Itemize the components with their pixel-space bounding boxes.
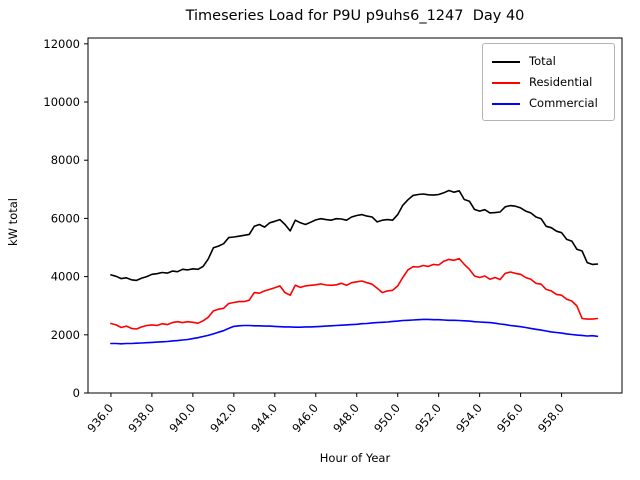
x-tick-label: 956.0 <box>494 401 526 435</box>
series-line-residential <box>110 257 599 330</box>
chart-title: Timeseries Load for P9U p9uhs6_1247 Day … <box>185 8 525 24</box>
x-tick-label: 942.0 <box>207 401 239 435</box>
legend-item-total: Total <box>492 51 606 72</box>
x-tick-label: 954.0 <box>453 401 485 435</box>
y-tick-label: 8000 <box>51 153 80 167</box>
x-tick-label: 946.0 <box>289 401 321 435</box>
x-tick-label: 944.0 <box>248 401 280 435</box>
legend-item-residential: Residential <box>492 72 606 93</box>
x-tick-label: 936.0 <box>84 401 116 435</box>
x-tick-label: 940.0 <box>166 401 198 435</box>
series-line-total <box>110 189 599 282</box>
axes-spines <box>87 37 623 394</box>
x-axis-label: Hour of Year <box>319 451 391 465</box>
x-tick-label: 958.0 <box>535 401 567 435</box>
x-tick-label: 948.0 <box>330 401 362 435</box>
x-tick-label: 950.0 <box>371 401 403 435</box>
series-line-commercial <box>110 318 599 345</box>
commercial-line-sample <box>492 102 520 105</box>
legend-item-commercial: Commercial <box>492 93 606 114</box>
legend-label-commercial: Commercial <box>529 95 598 110</box>
legend-label-residential: Residential <box>529 74 593 89</box>
y-tick-label: 10000 <box>43 95 80 109</box>
y-tick-label: 0 <box>73 386 80 400</box>
y-tick-label: 2000 <box>51 328 80 342</box>
x-tick-label: 938.0 <box>125 401 157 435</box>
y-axis-label: kW total <box>6 198 20 246</box>
x-tick-label: 952.0 <box>412 401 444 435</box>
y-tick-label: 12000 <box>43 37 80 51</box>
total-line-sample <box>492 60 520 63</box>
legend-label-total: Total <box>529 53 556 68</box>
legend: Total Residential Commercial <box>482 43 615 121</box>
y-tick-label: 6000 <box>51 211 80 225</box>
residential-line-sample <box>492 81 520 84</box>
y-tick-label: 4000 <box>51 270 80 284</box>
